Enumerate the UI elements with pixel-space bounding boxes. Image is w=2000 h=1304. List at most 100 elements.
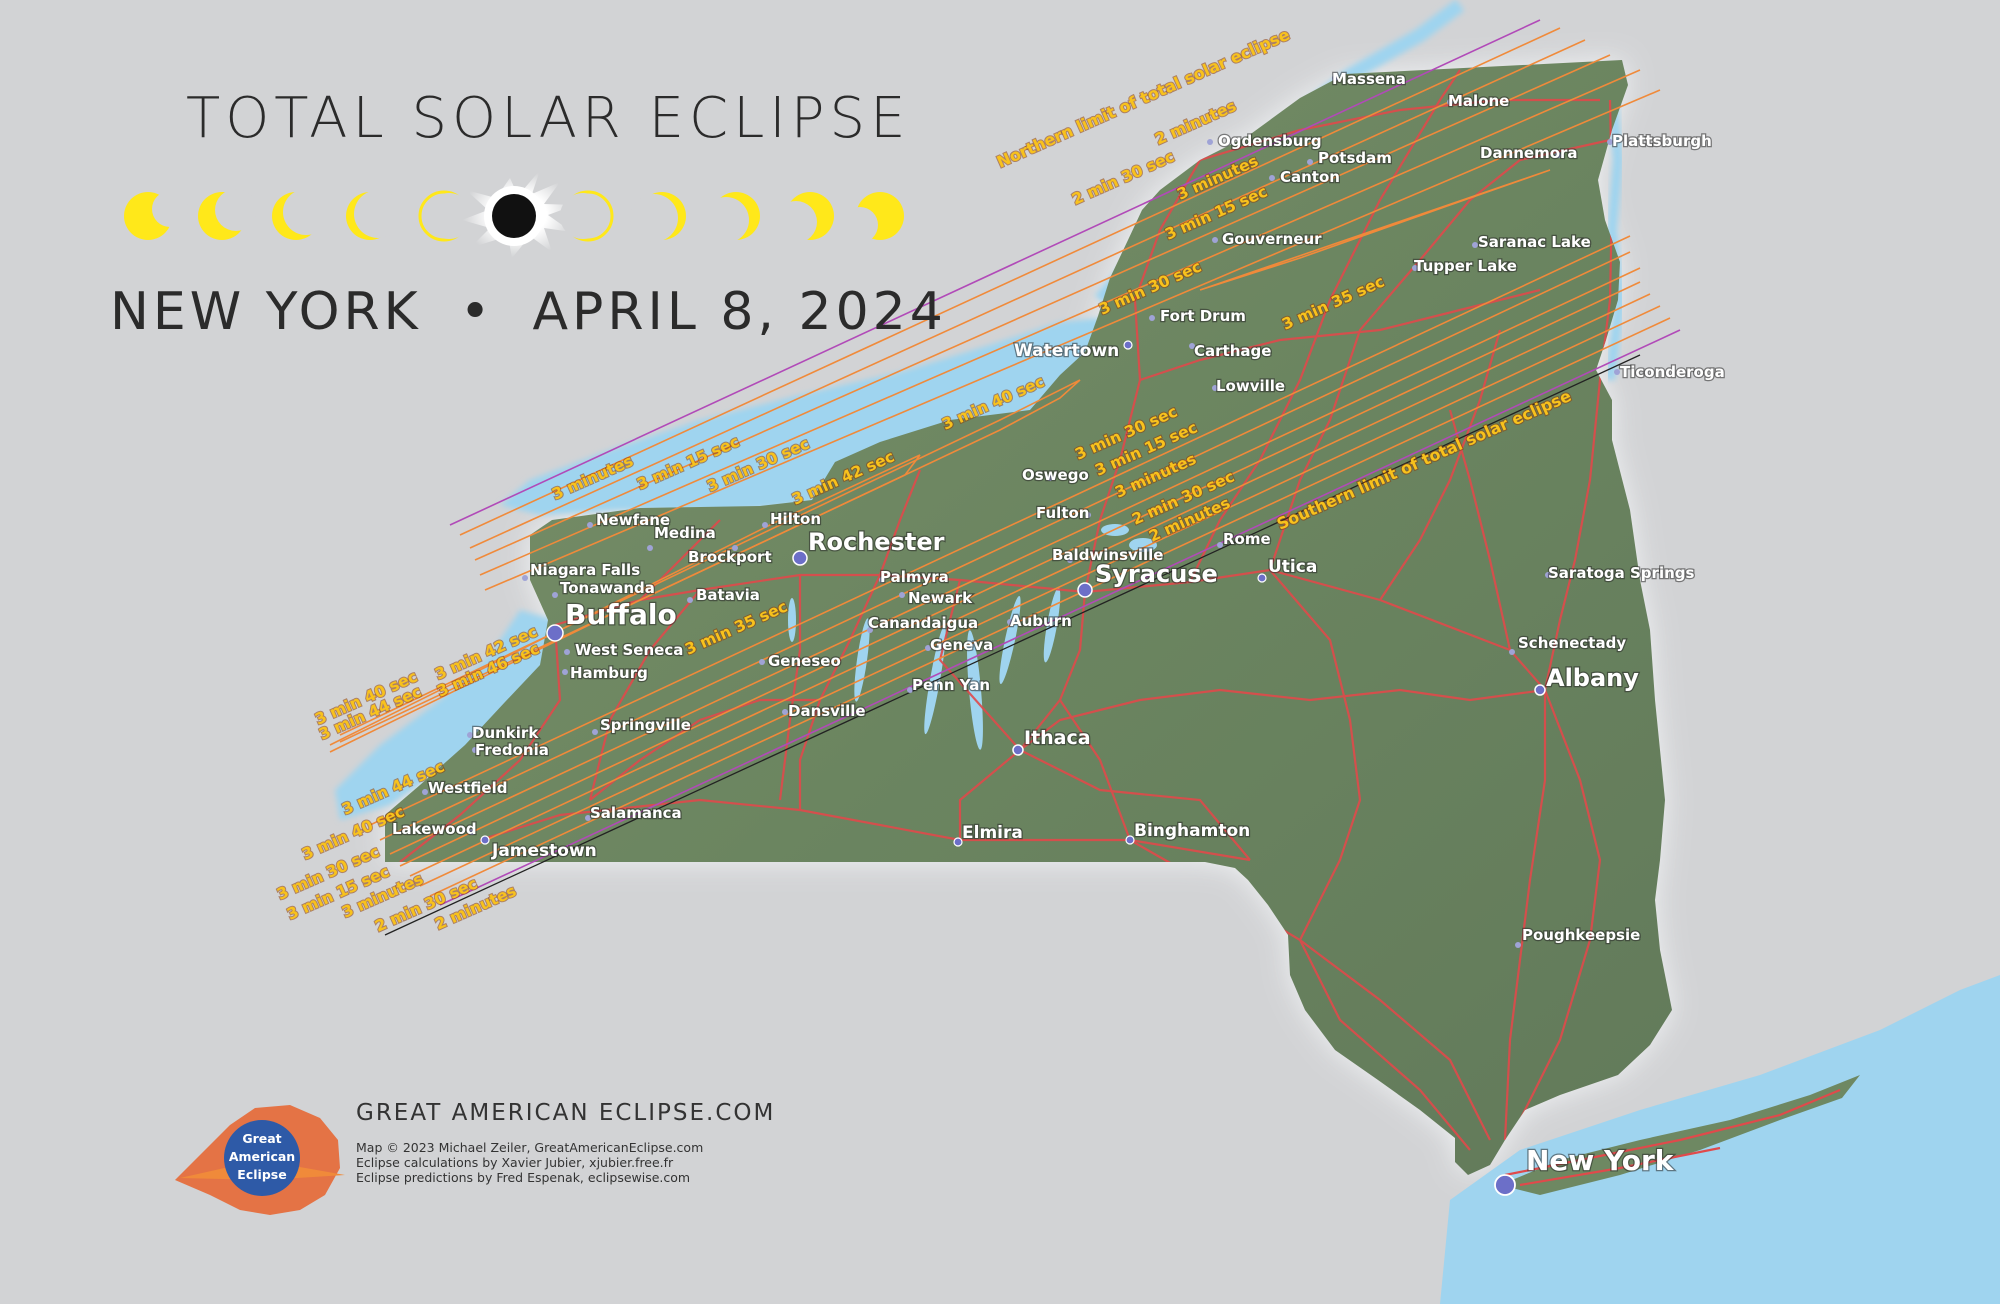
logo-word-1: Great bbox=[242, 1131, 281, 1146]
lake-erie bbox=[335, 610, 560, 820]
city-malone: Malone bbox=[1447, 91, 1511, 112]
city-massena: Massena bbox=[1331, 69, 1407, 90]
svg-text:Dansville: Dansville bbox=[788, 702, 866, 720]
city-canandaigua: Canandaigua bbox=[867, 613, 980, 634]
city-schenectady: Schenectady bbox=[1509, 633, 1628, 655]
svg-text:Saranac Lake: Saranac Lake bbox=[1478, 233, 1591, 251]
svg-text:Plattsburgh: Plattsburgh bbox=[1612, 132, 1712, 150]
phase-partial-7 bbox=[630, 192, 686, 242]
finger-lakes bbox=[788, 524, 1157, 750]
city-geneseo: Geneseo bbox=[759, 651, 842, 671]
svg-text:Canandaigua: Canandaigua bbox=[868, 614, 978, 632]
city-baldwinsville: Baldwinsville bbox=[1051, 545, 1165, 566]
credit-line-map: Map © 2023 Michael Zeiler, GreatAmerican… bbox=[356, 1140, 704, 1155]
svg-text:Newark: Newark bbox=[908, 589, 973, 607]
svg-text:Watertown: Watertown bbox=[1014, 341, 1119, 361]
city-ogdensburg: Ogdensburg bbox=[1207, 131, 1323, 151]
credits-block: Map © 2023 Michael Zeiler, GreatAmerican… bbox=[356, 1140, 703, 1185]
svg-text:Brockport: Brockport bbox=[688, 548, 772, 566]
city-fulton: Fulton bbox=[1035, 503, 1091, 523]
phase-partial-4 bbox=[346, 190, 402, 240]
svg-text:Tonawanda: Tonawanda bbox=[560, 579, 655, 597]
city-auburn: Auburn bbox=[1007, 611, 1073, 631]
city-dansville: Dansville bbox=[782, 701, 867, 721]
svg-text:Potsdam: Potsdam bbox=[1318, 149, 1392, 167]
city-plattsburgh: Plattsburgh bbox=[1607, 131, 1713, 151]
svg-text:Syracuse: Syracuse bbox=[1095, 560, 1218, 588]
city-buffalo: Buffalo bbox=[546, 597, 678, 642]
svg-text:Rochester: Rochester bbox=[808, 528, 945, 556]
poster-title: TOTAL SOLAR ECLIPSE bbox=[186, 86, 911, 151]
phase-partial-9 bbox=[775, 192, 834, 243]
eclipse-date: APRIL 8, 2024 bbox=[532, 282, 947, 342]
svg-text:Rome: Rome bbox=[1223, 530, 1271, 548]
svg-text:Hilton: Hilton bbox=[770, 510, 821, 528]
road-network bbox=[399, 69, 1614, 1151]
svg-text:Westfield: Westfield bbox=[428, 779, 507, 797]
city-canton: Canton bbox=[1269, 167, 1341, 187]
city-ithaca: Ithaca bbox=[1012, 726, 1092, 756]
city-hilton: Hilton bbox=[762, 509, 822, 529]
city-batavia: Batavia bbox=[687, 585, 761, 605]
city-tupper-lake: Tupper Lake bbox=[1412, 256, 1518, 276]
city-rome: Rome bbox=[1217, 529, 1272, 549]
city-fredonia: Fredonia bbox=[472, 740, 550, 760]
city-oswego: Oswego bbox=[1021, 465, 1090, 486]
city-medina: Medina bbox=[647, 523, 717, 551]
svg-text:Geneva: Geneva bbox=[930, 636, 993, 654]
city-rochester: Rochester bbox=[792, 527, 946, 566]
logo-word-3: Eclipse bbox=[237, 1167, 286, 1182]
city-jamestown: Jamestown bbox=[480, 835, 598, 862]
svg-text:Batavia: Batavia bbox=[696, 586, 760, 604]
eclipse-phase-sequence bbox=[124, 170, 904, 258]
svg-text:Ogdensburg: Ogdensburg bbox=[1218, 132, 1322, 150]
svg-text:Hamburg: Hamburg bbox=[570, 664, 648, 682]
svg-text:Saratoga Springs: Saratoga Springs bbox=[1548, 564, 1694, 582]
city-syracuse: Syracuse bbox=[1077, 559, 1219, 598]
svg-text:Schenectady: Schenectady bbox=[1518, 634, 1626, 652]
svg-text:Dannemora: Dannemora bbox=[1480, 144, 1578, 162]
state-name: NEW YORK bbox=[110, 282, 422, 342]
svg-text:Lowville: Lowville bbox=[1216, 377, 1285, 395]
svg-text:Newfane: Newfane bbox=[596, 511, 670, 529]
svg-text:Albany: Albany bbox=[1546, 664, 1639, 692]
svg-text:New York: New York bbox=[1526, 1144, 1675, 1177]
city-poughkeepsie: Poughkeepsie bbox=[1515, 925, 1642, 948]
title-separator: • bbox=[459, 282, 495, 342]
city-watertown: Watertown bbox=[1013, 340, 1133, 362]
credit-line-predictions: Eclipse predictions by Fred Espenak, ecl… bbox=[356, 1170, 691, 1185]
city-lowville: Lowville bbox=[1212, 376, 1286, 396]
svg-text:Gouverneur: Gouverneur bbox=[1222, 230, 1322, 248]
svg-text:Buffalo: Buffalo bbox=[565, 598, 677, 631]
svg-text:Elmira: Elmira bbox=[962, 823, 1023, 843]
city-palmyra: Palmyra bbox=[879, 567, 950, 588]
city-salamanca: Salamanca bbox=[585, 803, 683, 823]
city-tonawanda: Tonawanda bbox=[552, 578, 656, 598]
great-american-eclipse-logo: Great American Eclipse bbox=[175, 1105, 345, 1215]
city-springville: Springville bbox=[592, 715, 692, 735]
svg-text:Fulton: Fulton bbox=[1036, 504, 1089, 522]
city-west-seneca: West Seneca bbox=[564, 640, 685, 660]
svg-text:Lakewood: Lakewood bbox=[392, 820, 477, 838]
phase-partial-3 bbox=[272, 189, 329, 240]
svg-text:Massena: Massena bbox=[1332, 70, 1406, 88]
minor-cities: Massena Malone Plattsburgh Ogdensburg Po… bbox=[391, 69, 1726, 948]
phase-totality bbox=[462, 170, 575, 258]
city-utica: Utica bbox=[1257, 556, 1319, 583]
svg-text:Ticonderoga: Ticonderoga bbox=[1620, 363, 1725, 381]
svg-text:Dunkirk: Dunkirk bbox=[472, 724, 539, 742]
city-geneva: Geneva bbox=[925, 635, 995, 655]
city-niagara-falls: Niagara Falls bbox=[522, 560, 641, 581]
city-new-york: New York bbox=[1494, 1143, 1676, 1196]
city-fort-drum: Fort Drum bbox=[1149, 306, 1247, 326]
svg-text:Carthage: Carthage bbox=[1194, 342, 1271, 360]
svg-text:Niagara Falls: Niagara Falls bbox=[530, 561, 640, 579]
city-albany: Albany bbox=[1534, 663, 1641, 696]
svg-text:Fort Drum: Fort Drum bbox=[1160, 307, 1246, 325]
city-newfane: Newfane bbox=[587, 510, 671, 530]
phase-partial-1 bbox=[124, 191, 188, 240]
city-brockport: Brockport bbox=[687, 545, 773, 567]
city-dannemora: Dannemora bbox=[1479, 143, 1579, 164]
